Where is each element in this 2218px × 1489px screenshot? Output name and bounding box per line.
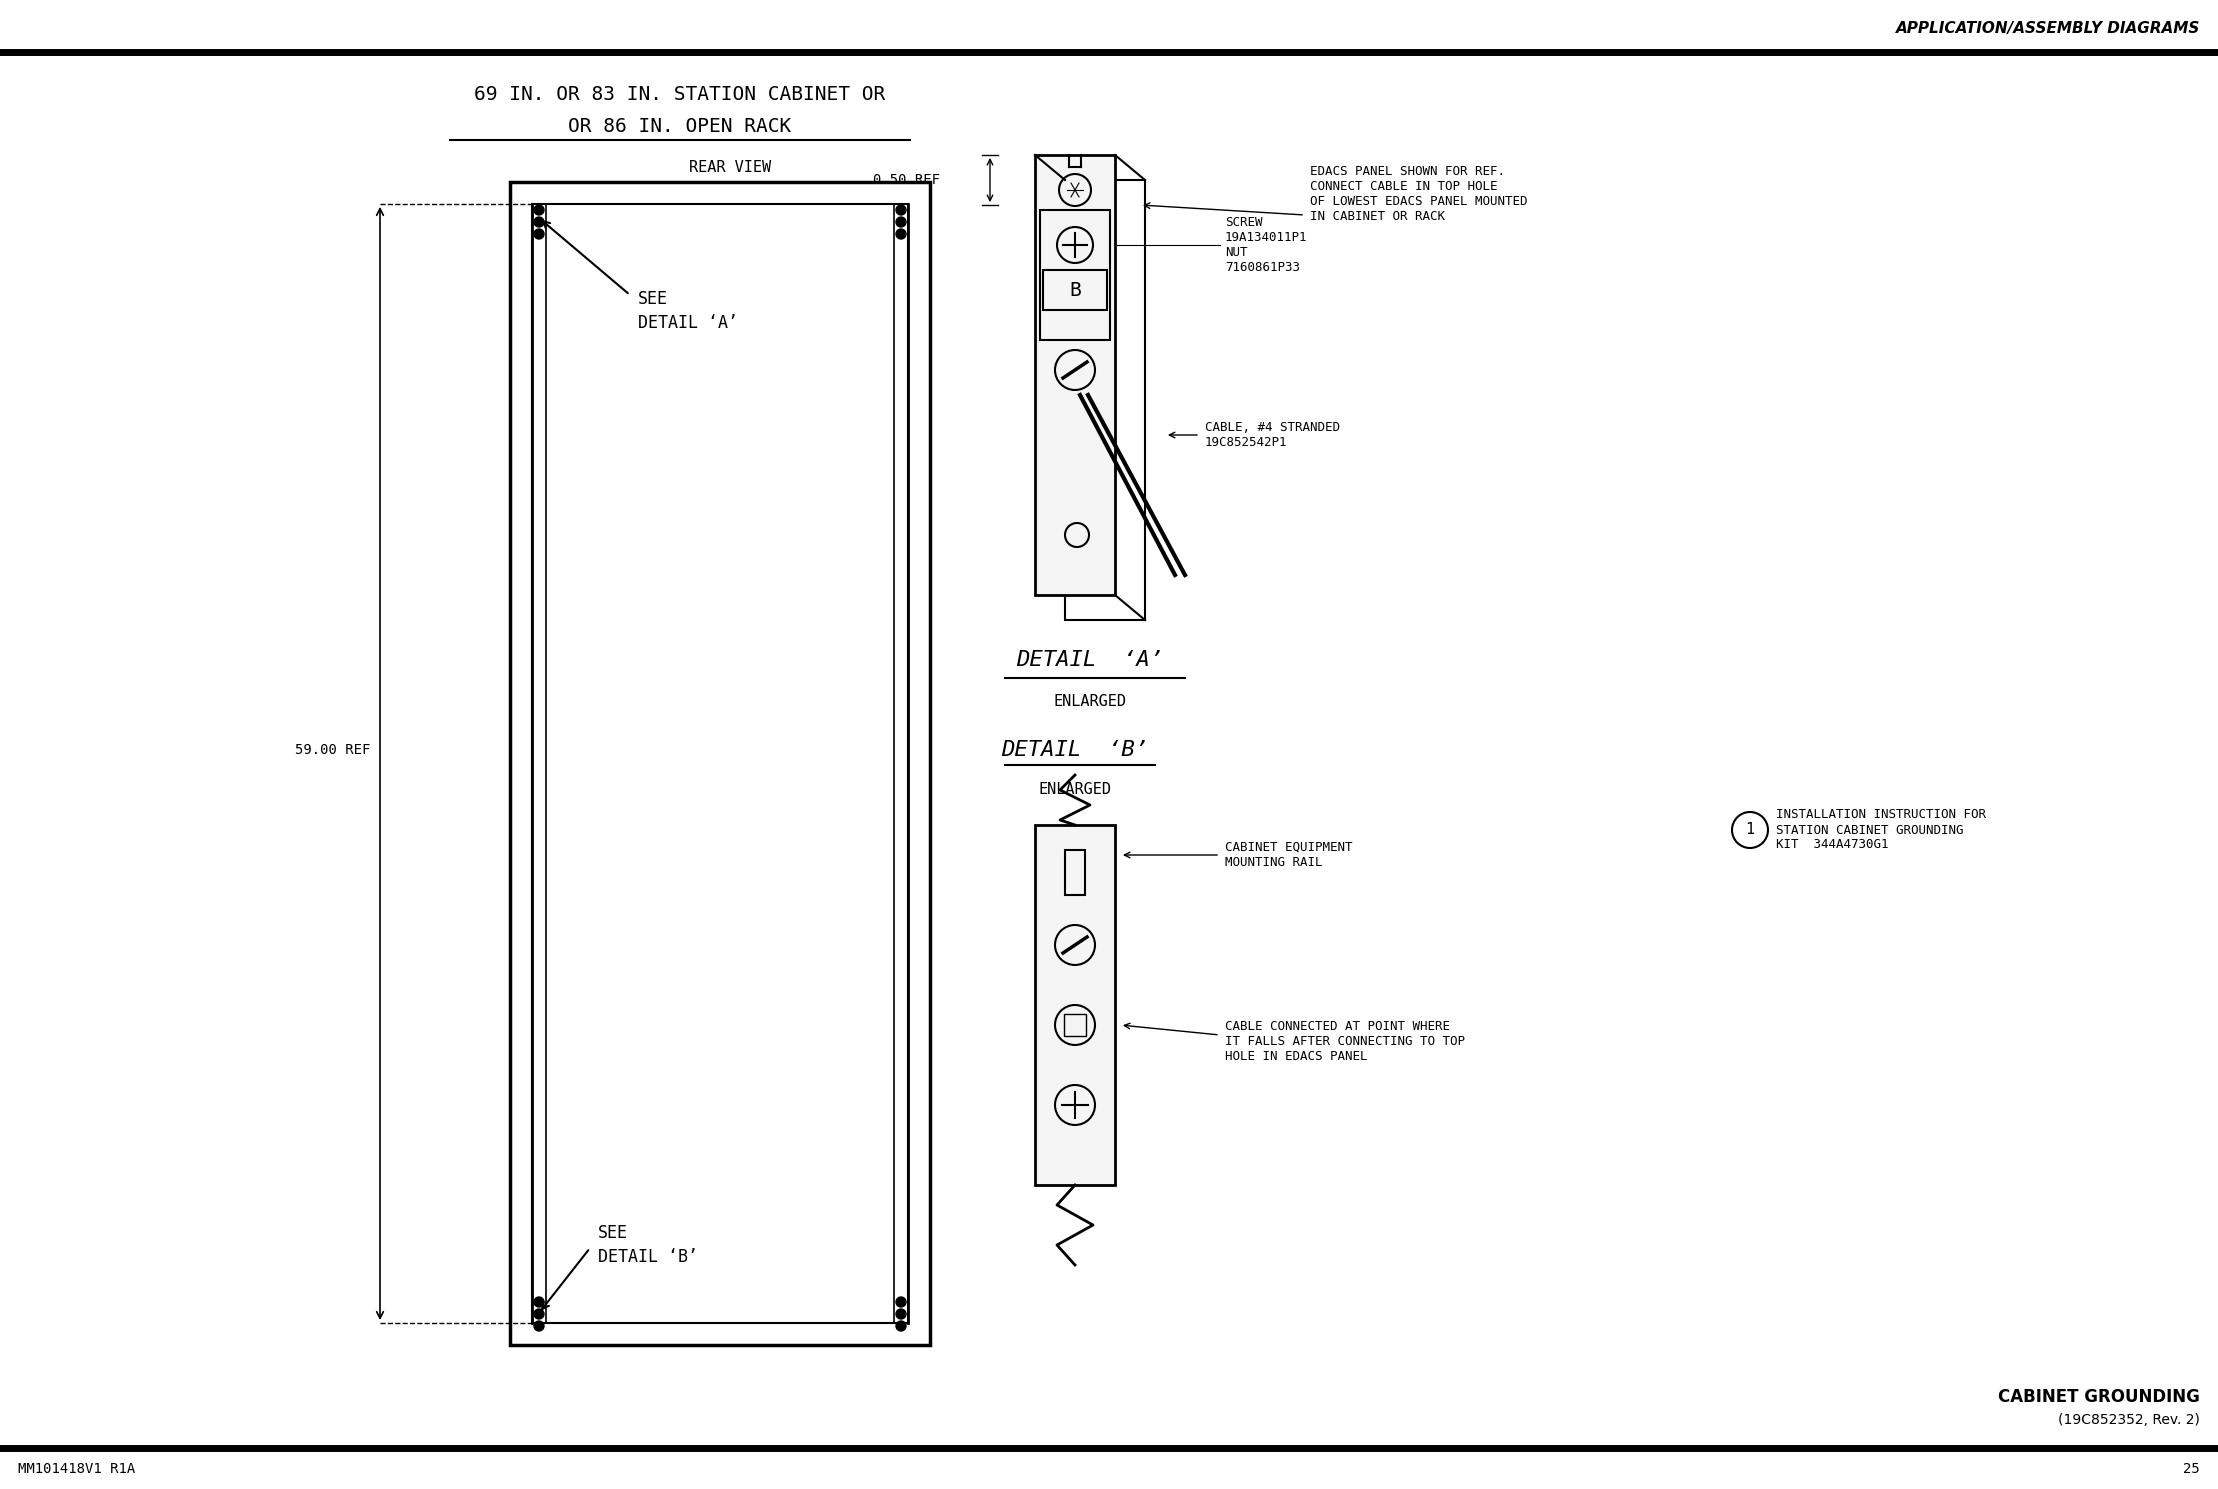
Text: EDACS PANEL SHOWN FOR REF.
CONNECT CABLE IN TOP HOLE
OF LOWEST EDACS PANEL MOUNT: EDACS PANEL SHOWN FOR REF. CONNECT CABLE… [1311,165,1528,223]
Circle shape [535,1297,543,1307]
Text: 1: 1 [1746,822,1754,837]
Text: B: B [1069,280,1080,299]
Text: CABLE CONNECTED AT POINT WHERE
IT FALLS AFTER CONNECTING TO TOP
HOLE IN EDACS PA: CABLE CONNECTED AT POINT WHERE IT FALLS … [1224,1020,1466,1063]
Circle shape [535,205,543,214]
Text: DETAIL  ‘B’: DETAIL ‘B’ [1003,740,1149,759]
Circle shape [896,205,905,214]
Text: SEE: SEE [639,290,668,308]
Circle shape [896,1309,905,1319]
Text: CABINET GROUNDING: CABINET GROUNDING [1998,1388,2200,1406]
Circle shape [896,217,905,226]
Text: 69 IN. OR 83 IN. STATION CABINET OR: 69 IN. OR 83 IN. STATION CABINET OR [475,85,885,104]
Text: CABLE, #4 STRANDED
19C852542P1: CABLE, #4 STRANDED 19C852542P1 [1204,421,1340,450]
Circle shape [535,1309,543,1319]
Text: OR 86 IN. OPEN RACK: OR 86 IN. OPEN RACK [568,118,792,137]
Text: 59.00 REF: 59.00 REF [295,743,370,756]
Text: 25: 25 [2183,1462,2200,1476]
Text: ENLARGED: ENLARGED [1054,694,1127,709]
Text: DETAIL ‘B’: DETAIL ‘B’ [599,1248,699,1266]
Circle shape [535,217,543,226]
Text: ENLARGED: ENLARGED [1038,783,1111,798]
Text: DETAIL  ‘A’: DETAIL ‘A’ [1016,651,1164,670]
Text: SCREW
19A134011P1
NUT
7160861P33: SCREW 19A134011P1 NUT 7160861P33 [1224,216,1306,274]
Circle shape [896,1321,905,1331]
Text: REAR VIEW: REAR VIEW [690,161,772,176]
Polygon shape [1036,155,1116,596]
Circle shape [896,1297,905,1307]
Text: (19C852352, Rev. 2): (19C852352, Rev. 2) [2058,1413,2200,1426]
Circle shape [896,229,905,240]
Text: SEE: SEE [599,1224,628,1242]
Polygon shape [1036,825,1116,1185]
Text: INSTALLATION INSTRUCTION FOR
STATION CABINET GROUNDING
KIT  344A4730G1: INSTALLATION INSTRUCTION FOR STATION CAB… [1777,809,1985,852]
Text: CABINET EQUIPMENT
MOUNTING RAIL: CABINET EQUIPMENT MOUNTING RAIL [1224,841,1353,870]
Text: DETAIL ‘A’: DETAIL ‘A’ [639,314,739,332]
Circle shape [535,229,543,240]
Text: APPLICATION/ASSEMBLY DIAGRAMS: APPLICATION/ASSEMBLY DIAGRAMS [1896,21,2200,36]
Circle shape [535,1321,543,1331]
Text: 0.50 REF: 0.50 REF [874,173,940,188]
Text: MM101418V1 R1A: MM101418V1 R1A [18,1462,135,1476]
